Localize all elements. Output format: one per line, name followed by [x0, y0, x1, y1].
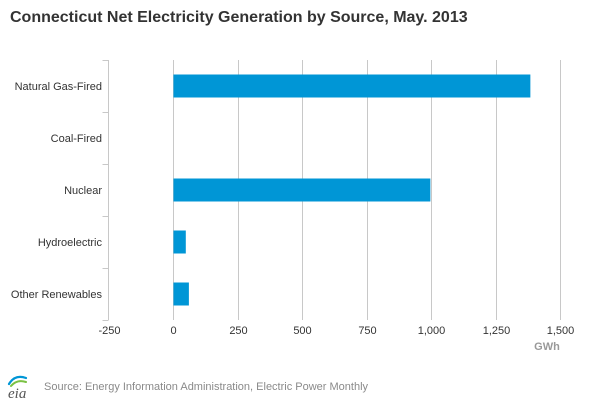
source-note: Source: Energy Information Administratio…	[44, 381, 369, 393]
logo-text: eia	[8, 386, 26, 400]
bar-chart: Natural Gas-Fired Coal-Fired Nuclear Hydroe…	[11, 60, 574, 353]
x-tick-label: 0	[170, 325, 176, 337]
eia-logo: eia	[7, 375, 28, 400]
category-label: Coal-Fired	[51, 133, 102, 145]
x-tick-label: 1,000	[418, 325, 446, 337]
chart-title: Connecticut Net Electricity Generation b…	[10, 9, 468, 26]
bar	[173, 230, 186, 254]
category-label: Hydroelectric	[38, 237, 103, 249]
category-label: Other Renewables	[11, 289, 103, 301]
category-label: Natural Gas-Fired	[15, 81, 102, 93]
bar	[173, 178, 431, 202]
category-labels: Natural Gas-Fired Coal-Fired Nuclear Hydroe…	[11, 81, 103, 301]
x-tick-label: 250	[229, 325, 247, 337]
category-label: Nuclear	[64, 185, 102, 197]
x-tick-label: 1,250	[483, 325, 511, 337]
x-tick-labels: -250 0 250 500 750 1,000 1,250 1,500	[98, 325, 574, 337]
category-axis	[102, 60, 109, 321]
x-tick-label: 750	[358, 325, 376, 337]
x-tick-label: 500	[293, 325, 311, 337]
footer: eia Source: Energy Information Administr…	[0, 370, 600, 400]
bars	[173, 74, 531, 306]
x-tick-label: -250	[98, 325, 120, 337]
x-tick-label: 1,500	[547, 325, 575, 337]
bar	[173, 74, 531, 98]
x-axis-unit-label: GWh	[534, 341, 560, 353]
bar	[173, 282, 189, 306]
